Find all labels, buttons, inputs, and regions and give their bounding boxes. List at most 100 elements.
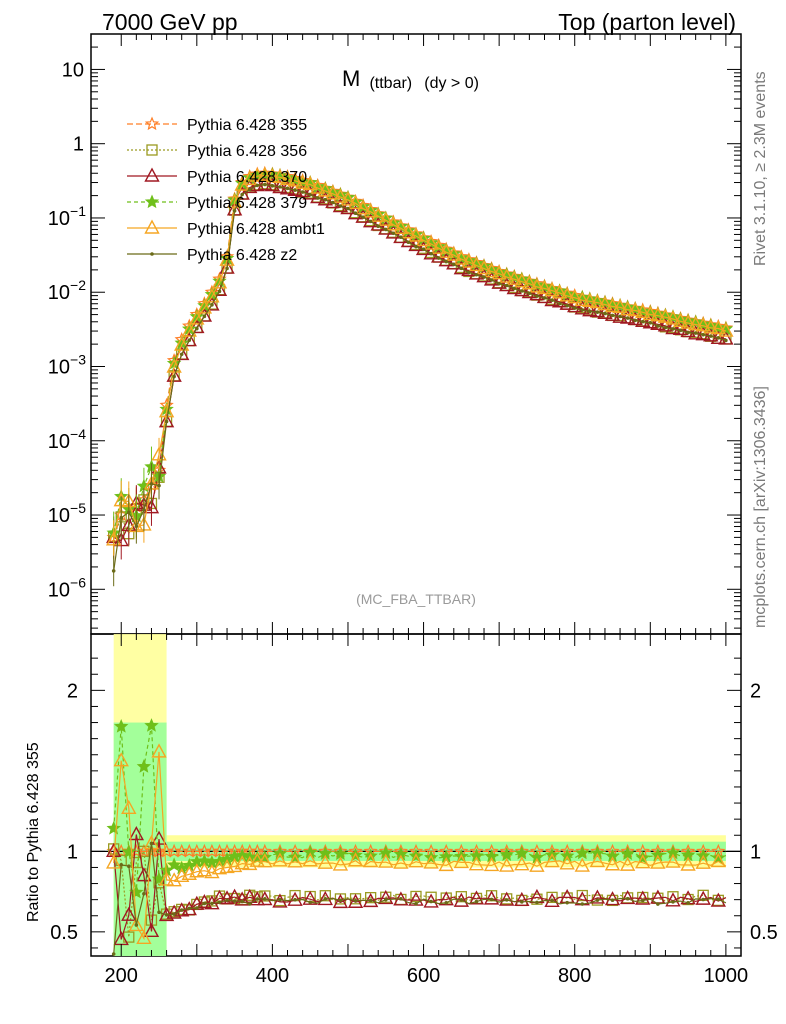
point-marker	[718, 330, 734, 345]
y-tick-exponent: −4	[70, 426, 86, 442]
legend-label: Pythia 6.428 356	[187, 143, 307, 160]
ratio-marker	[121, 906, 137, 921]
ratio-line	[113, 751, 727, 941]
y-tick-mantissa: 10	[48, 208, 70, 230]
point-marker	[264, 177, 281, 192]
ratio-marker	[158, 871, 175, 886]
point-marker	[453, 260, 470, 275]
y-tick-mantissa: 10	[48, 356, 70, 378]
point-marker	[385, 216, 402, 231]
y-tick-mantissa: 10	[48, 505, 70, 527]
series-line	[113, 183, 727, 571]
legend-marker	[150, 252, 154, 256]
point-marker	[272, 168, 288, 183]
point-marker	[612, 298, 628, 314]
point-marker	[166, 367, 182, 382]
point-marker	[111, 569, 116, 573]
ratio-marker	[287, 853, 303, 868]
ratio-marker	[249, 852, 265, 867]
point-marker	[415, 231, 432, 247]
y-tick-label: 10−5	[48, 500, 86, 527]
y-tick-label: 10−1	[48, 203, 86, 230]
chart-title-cond: (dy > 0)	[424, 75, 479, 92]
ratio-y-tick-label: 0.5	[50, 922, 78, 944]
ratio-marker	[111, 952, 116, 956]
ratio-marker	[234, 855, 250, 870]
ratio-marker	[378, 853, 394, 868]
ratio-marker	[408, 853, 424, 868]
ratio-y-tick-label: 2	[67, 680, 78, 702]
ratio-marker	[143, 922, 160, 938]
chart-title-main: M	[342, 66, 360, 91]
ratio-marker	[544, 853, 560, 868]
ratio-y-tick-label-right: 1	[750, 841, 761, 863]
y-tick-exponent: −2	[70, 277, 86, 293]
ratio-marker	[620, 846, 635, 861]
point-marker	[430, 239, 447, 254]
ratio-marker	[423, 854, 439, 869]
x-tick-label: 1000	[704, 965, 749, 987]
ratio-line	[113, 834, 727, 940]
ratio-marker	[576, 889, 588, 902]
ratio-marker	[317, 854, 333, 869]
ratio-frame	[90, 633, 742, 957]
legend-label: Pythia 6.428 379	[187, 195, 307, 212]
point-marker	[355, 200, 371, 215]
ratio-marker	[393, 854, 409, 869]
point-marker	[204, 288, 220, 303]
header-right: Top (parton level)	[558, 9, 736, 35]
point-marker	[332, 198, 349, 213]
point-marker	[400, 224, 417, 239]
legend-label: Pythia 6.428 ambt1	[187, 221, 325, 238]
y-tick-mantissa: 10	[48, 282, 70, 304]
point-marker	[226, 193, 243, 208]
ratio-marker	[710, 852, 727, 868]
ratio-marker	[619, 889, 636, 905]
point-marker	[710, 320, 727, 335]
legend-marker	[144, 219, 160, 234]
y-tick-label: 10−3	[48, 351, 86, 378]
ratio-marker	[128, 916, 145, 932]
series-4	[105, 166, 734, 560]
ratio-line	[113, 843, 727, 955]
y-tick-label: 10−4	[48, 426, 86, 453]
y-tick-exponent: −1	[70, 203, 86, 219]
x-tick-label: 800	[558, 965, 591, 987]
point-marker	[370, 207, 386, 222]
point-marker	[196, 299, 213, 314]
ratio-line	[113, 848, 727, 938]
series-line	[113, 174, 727, 540]
mcplots-label: mcplots.cern.ch [arXiv:1306.3436]	[752, 386, 769, 628]
ratio-marker	[499, 891, 515, 906]
ratio-y-tick-label-right: 2	[750, 680, 761, 702]
ratio-marker	[499, 847, 514, 861]
ratio-marker	[319, 890, 331, 902]
point-marker	[219, 259, 235, 274]
ratio-marker	[546, 891, 558, 904]
ratio-marker	[347, 852, 364, 867]
legend: Pythia 6.428 355 Pythia 6.428 356 Pythia 6…	[127, 116, 325, 264]
ratio-marker	[196, 862, 213, 877]
point-marker	[453, 250, 470, 265]
ratio-marker	[272, 852, 288, 867]
ratio-marker	[362, 853, 379, 868]
ratio-marker	[105, 854, 122, 869]
point-marker	[257, 176, 273, 191]
x-tick-label: 400	[256, 965, 289, 987]
ratio-marker	[365, 891, 377, 904]
legend-label: Pythia 6.428 370	[187, 169, 307, 186]
ratio-marker	[483, 890, 500, 905]
header-left: 7000 GeV pp	[102, 9, 238, 35]
point-marker	[158, 403, 175, 418]
ratio-series-4	[105, 743, 727, 944]
chart-title-sub: (ttbar)	[369, 75, 412, 92]
y-tick-mantissa: 10	[48, 431, 70, 453]
ratio-marker	[136, 929, 152, 944]
legend-marker	[146, 144, 158, 156]
ratio-marker	[589, 889, 606, 904]
point-marker	[174, 336, 190, 351]
point-marker	[105, 531, 122, 546]
y-tick-label: 10−2	[48, 277, 86, 304]
rivet-label: Rivet 3.1.10, ≥ 2.3M events	[752, 71, 769, 266]
ratio-marker	[196, 894, 213, 909]
